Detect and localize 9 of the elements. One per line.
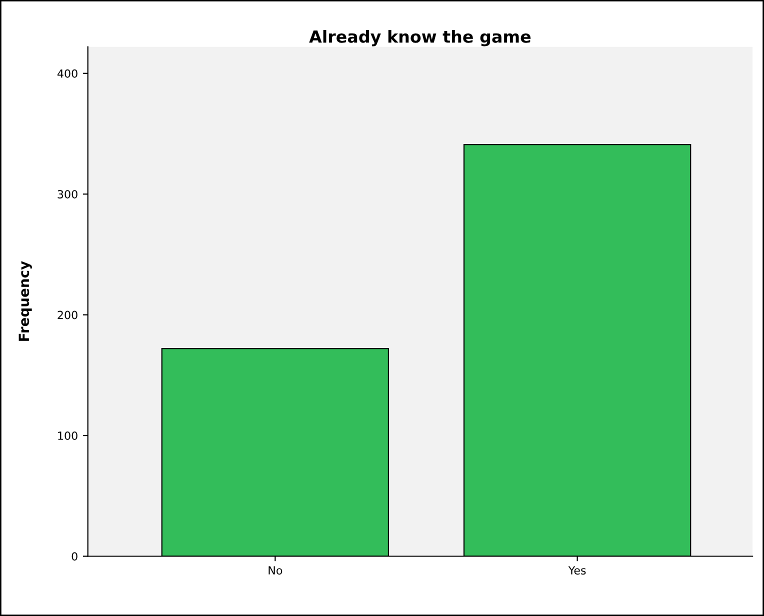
y-tick-label: 400 (57, 69, 78, 78)
y-tick-label: 200 (58, 310, 78, 320)
x-tick-label: No (268, 566, 282, 575)
y-axis-title: Frequency (18, 261, 32, 341)
y-tick-label: 100 (58, 432, 78, 440)
chart-title: Already know the game (309, 30, 531, 46)
y-tick-label: 0 (72, 552, 78, 561)
x-tick-label: Yes (568, 566, 586, 575)
y-tick-label: 300 (58, 190, 78, 198)
